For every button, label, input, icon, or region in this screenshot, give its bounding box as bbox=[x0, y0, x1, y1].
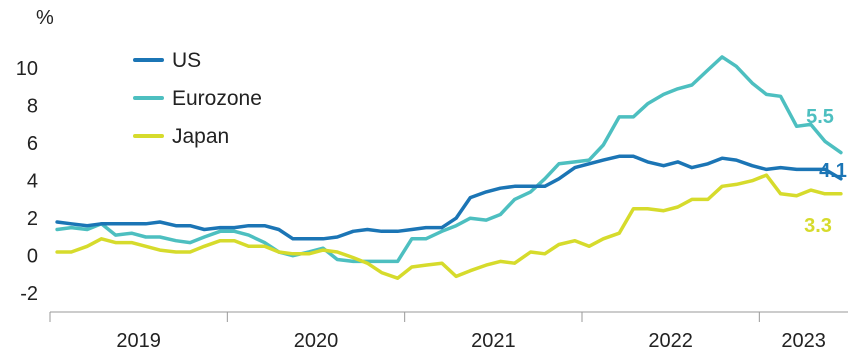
series-line-us bbox=[55, 154, 843, 241]
series-line-japan bbox=[55, 173, 843, 280]
y-tick-label: 2 bbox=[27, 208, 38, 230]
x-axis: 2019 2020 2021 2022 2023 bbox=[49, 311, 848, 352]
legend-label-eurozone: Eurozone bbox=[172, 87, 262, 110]
series-line-eurozone bbox=[55, 55, 843, 264]
y-tick-label: 10 bbox=[16, 58, 38, 80]
series-lines bbox=[55, 55, 843, 280]
x-tick-label: 2019 bbox=[116, 330, 161, 352]
end-label-eurozone: 5.5 bbox=[806, 106, 834, 128]
y-tick-label: 0 bbox=[27, 246, 38, 268]
legend-label-us: US bbox=[172, 49, 201, 72]
x-tick-label: 2023 bbox=[781, 330, 826, 352]
y-tick-label: 4 bbox=[27, 171, 38, 193]
y-tick-label: 8 bbox=[27, 96, 38, 118]
x-tick-label: 2021 bbox=[471, 330, 516, 352]
end-label-us: 4.1 bbox=[819, 160, 847, 182]
end-label-japan: 3.3 bbox=[804, 215, 832, 237]
y-axis-ticks: -2 0 2 4 6 8 10 bbox=[16, 58, 38, 305]
legend-label-japan: Japan bbox=[172, 125, 229, 148]
x-tick-label: 2020 bbox=[294, 330, 339, 352]
legend: US Eurozone Japan bbox=[133, 49, 262, 148]
y-axis-unit-label: % bbox=[36, 7, 54, 29]
x-tick-label: 2022 bbox=[648, 330, 693, 352]
y-tick-label: -2 bbox=[20, 283, 38, 305]
end-labels: 4.1 5.5 3.3 bbox=[804, 106, 847, 237]
y-tick-label: 6 bbox=[27, 133, 38, 155]
